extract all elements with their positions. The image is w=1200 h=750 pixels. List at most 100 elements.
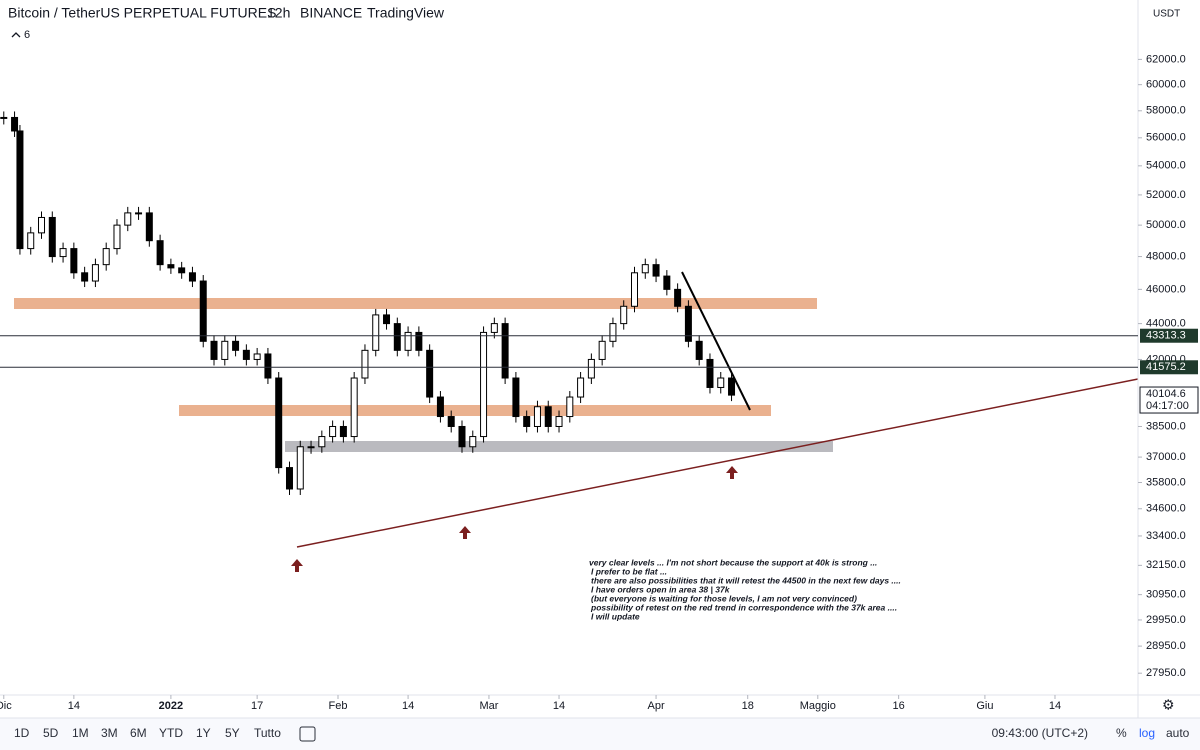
header: Bitcoin / TetherUS PERPETUAL FUTURES 12h… bbox=[8, 5, 1180, 41]
candle bbox=[81, 272, 89, 282]
candle bbox=[652, 264, 660, 277]
annotation-line: I will update bbox=[591, 611, 640, 621]
y-tick-label: 34600.0 bbox=[1146, 503, 1186, 515]
collapse-icon[interactable] bbox=[11, 32, 21, 38]
arrow-up bbox=[291, 559, 303, 572]
candle bbox=[533, 406, 541, 427]
x-tick-label: 18 bbox=[742, 700, 754, 712]
candle bbox=[329, 425, 337, 438]
x-tick-label: 2022 bbox=[159, 700, 183, 712]
candle bbox=[285, 467, 293, 490]
candle bbox=[458, 425, 466, 448]
candle bbox=[717, 377, 725, 388]
log-toggle[interactable]: log bbox=[1139, 726, 1155, 740]
candle bbox=[426, 349, 434, 398]
candle bbox=[38, 216, 46, 234]
candle bbox=[674, 288, 682, 307]
candle bbox=[695, 340, 703, 360]
candle bbox=[113, 224, 121, 250]
candle bbox=[577, 377, 585, 398]
y-tick-label: 54000.0 bbox=[1146, 160, 1186, 172]
date-range-icon[interactable] bbox=[299, 726, 316, 742]
candle bbox=[469, 436, 477, 448]
annotation-line: possibility of retest on the red trend i… bbox=[590, 602, 897, 612]
candle bbox=[684, 305, 692, 342]
range-button[interactable]: 3M bbox=[101, 726, 118, 740]
range-button[interactable]: Tutto bbox=[254, 726, 281, 740]
candle bbox=[264, 353, 272, 379]
x-tick-label: Dic bbox=[0, 700, 12, 712]
y-tick-label: 52000.0 bbox=[1146, 189, 1186, 201]
candle bbox=[221, 340, 229, 360]
range-button[interactable]: 1M bbox=[72, 726, 89, 740]
x-tick-label: 14 bbox=[68, 700, 80, 712]
annotation-line: I prefer to be flat ... bbox=[591, 566, 667, 576]
candle bbox=[102, 248, 110, 266]
demand-zone bbox=[285, 441, 833, 452]
candle bbox=[630, 272, 638, 307]
candle bbox=[16, 130, 24, 250]
drawings bbox=[291, 271, 1139, 572]
range-button[interactable]: 5D bbox=[43, 726, 59, 740]
y-tick-label: 35800.0 bbox=[1146, 476, 1186, 488]
candle bbox=[350, 377, 358, 438]
candle bbox=[242, 349, 250, 360]
x-tick-label: Maggio bbox=[800, 700, 836, 712]
candle bbox=[361, 349, 369, 379]
y-tick-label: 29950.0 bbox=[1146, 614, 1186, 626]
candle bbox=[188, 272, 196, 282]
candle bbox=[48, 216, 56, 258]
candle bbox=[11, 116, 19, 132]
indicator-count[interactable]: 6 bbox=[24, 29, 30, 41]
resistance-zone bbox=[14, 298, 817, 309]
range-button[interactable]: 1D bbox=[14, 726, 30, 740]
candle bbox=[436, 396, 444, 418]
candle bbox=[404, 331, 412, 351]
bottom-toolbar bbox=[0, 718, 1200, 750]
range-button[interactable]: 5Y bbox=[225, 726, 240, 740]
countdown: 04:17:00 bbox=[1146, 400, 1189, 412]
range-button[interactable]: 1Y bbox=[196, 726, 211, 740]
y-tick-label: 44000.0 bbox=[1146, 318, 1186, 330]
candle bbox=[663, 275, 671, 290]
price-badge bbox=[1140, 360, 1198, 375]
candle bbox=[641, 264, 649, 274]
exchange: BINANCE bbox=[300, 5, 362, 21]
candle bbox=[135, 212, 143, 215]
price-badge bbox=[1140, 328, 1198, 343]
candle bbox=[598, 340, 606, 360]
x-tick-label: Apr bbox=[647, 700, 664, 712]
candle bbox=[490, 323, 498, 333]
last-price-badge bbox=[1139, 386, 1199, 414]
candle bbox=[587, 358, 595, 379]
percent-toggle[interactable]: % bbox=[1116, 726, 1127, 740]
x-tick-label: Giu bbox=[976, 700, 993, 712]
y-tick-label: 32150.0 bbox=[1146, 559, 1186, 571]
x-tick-label: Mar bbox=[479, 700, 498, 712]
annotation-line: very clear levels ... I'm not short beca… bbox=[589, 557, 877, 567]
candle bbox=[59, 248, 67, 258]
auto-toggle[interactable]: auto bbox=[1166, 726, 1190, 740]
y-tick-label: 58000.0 bbox=[1146, 105, 1186, 117]
range-button[interactable]: 6M bbox=[130, 726, 147, 740]
candle bbox=[178, 267, 186, 274]
candle bbox=[555, 416, 563, 427]
clock[interactable]: 09:43:00 (UTC+2) bbox=[992, 726, 1088, 740]
y-tick-label: 50000.0 bbox=[1146, 219, 1186, 231]
candle bbox=[296, 446, 304, 490]
candle bbox=[339, 425, 347, 438]
y-tick-label: 27950.0 bbox=[1146, 667, 1186, 679]
annotation-line: there are also possibilities that it wil… bbox=[591, 575, 901, 585]
y-tick-label: 56000.0 bbox=[1146, 132, 1186, 144]
toolbar: ⚙ 1D 5D 1M 3M 6M YTD 1Y 5Y Tutto 09:43:00 (UTC+2)… bbox=[14, 697, 1190, 742]
candle bbox=[199, 280, 207, 342]
candle bbox=[307, 446, 315, 449]
candle bbox=[124, 212, 132, 226]
plot bbox=[14, 298, 833, 452]
candle bbox=[91, 264, 99, 282]
settings-icon[interactable]: ⚙ bbox=[1162, 697, 1175, 713]
currency[interactable]: USDT bbox=[1153, 9, 1180, 20]
candle bbox=[253, 353, 261, 360]
candle bbox=[167, 264, 175, 269]
range-button[interactable]: YTD bbox=[159, 726, 183, 740]
